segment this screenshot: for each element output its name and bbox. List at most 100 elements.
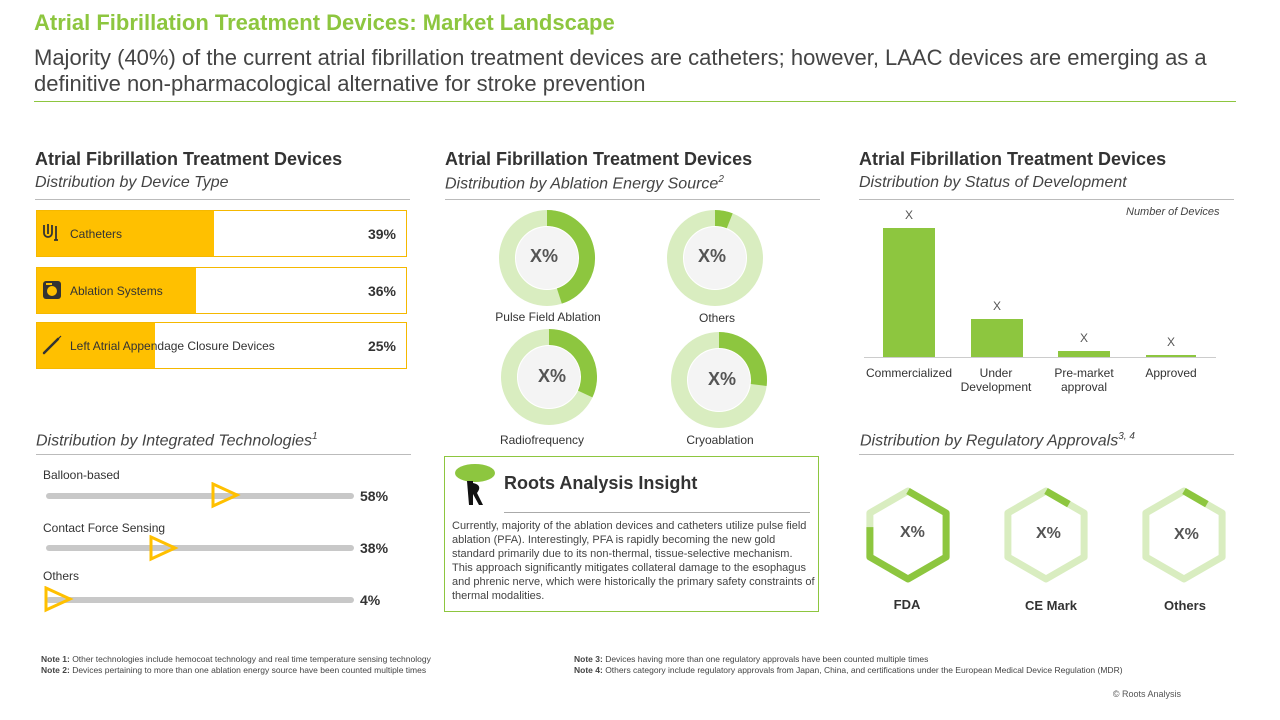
status-category-label: Under Development — [960, 366, 1032, 394]
insight-box: Roots Analysis Insight Currently, majori… — [444, 456, 819, 612]
donut-inner — [684, 227, 746, 289]
integrated-value: 58% — [360, 488, 389, 504]
copyright: © Roots Analysis — [1112, 689, 1181, 699]
device-type-label: Catheters — [70, 227, 123, 241]
regulatory-label: FDA — [893, 597, 921, 612]
regulatory-subtitle: Distribution by Regulatory Approvals3, 4 — [860, 431, 1135, 450]
insight-text: Currently, majority of the ablation devi… — [452, 520, 815, 602]
insight-title: Roots Analysis Insight — [504, 473, 698, 493]
note-3: Note 3: Devices having more than one reg… — [574, 654, 929, 664]
regulatory-label: CE Mark — [1024, 598, 1078, 613]
status-divider — [859, 199, 1234, 200]
integrated-label: Balloon-based — [43, 468, 120, 482]
device-type-bar-fill — [37, 323, 156, 368]
device-type-label: Ablation Systems — [70, 284, 163, 298]
regulatory-hexagon-center: X% — [900, 524, 925, 541]
note-2: Note 2: Devices pertaining to more than … — [41, 665, 427, 675]
page-title: Atrial Fibrillation Treatment Devices: M… — [34, 10, 615, 35]
integrated-track — [46, 597, 354, 603]
energy-donut-center: X% — [698, 246, 727, 266]
integrated-subtitle: Distribution by Integrated Technologies1 — [36, 431, 318, 450]
regulatory-hexagon-center: X% — [1036, 525, 1061, 542]
energy-donut-center: X% — [708, 369, 737, 389]
energy-source-subtitle: Distribution by Ablation Energy Source2 — [445, 174, 724, 193]
donut-inner — [516, 227, 578, 289]
integrated-divider — [36, 454, 411, 455]
status-bar-label: X — [904, 208, 913, 222]
integrated-value: 4% — [360, 592, 381, 608]
energy-donut: X% — [497, 208, 597, 308]
device-type-bar: Catheters 39% — [36, 210, 407, 257]
hexagon-track — [1142, 487, 1226, 583]
status-bar — [971, 319, 1023, 357]
energy-source-title: Atrial Fibrillation Treatment Devices — [445, 149, 753, 169]
energy-donut-chart — [501, 329, 597, 425]
device-type-value: 25% — [367, 338, 396, 354]
status-baseline — [864, 357, 1216, 358]
device-type-bar: Left Atrial Appendage Closure Devices 25… — [36, 322, 407, 369]
status-bar-label: X — [1166, 335, 1175, 349]
regulatory-hexagon: X% — [996, 482, 1096, 588]
catheter-icon — [41, 222, 63, 244]
energy-donut-label: Radiofrequency — [499, 433, 585, 447]
status-category-label: Pre-market approval — [1054, 366, 1114, 394]
regulatory-hexagon-chart — [1142, 487, 1226, 583]
status-title: Atrial Fibrillation Treatment Devices — [859, 149, 1167, 169]
regulatory-hexagon: X% — [1134, 482, 1234, 588]
donut-slice — [546, 210, 595, 304]
integrated-label: Others — [43, 569, 80, 583]
energy-donut: X% — [499, 327, 599, 427]
energy-donut: X% — [669, 330, 769, 430]
status-bar — [1146, 355, 1196, 357]
ablation-system-icon — [41, 279, 63, 301]
donut-inner — [518, 346, 580, 408]
integrated-value: 38% — [360, 540, 389, 556]
status-axis-note: Number of Devices — [1126, 206, 1220, 218]
device-type-bar-fill — [37, 268, 196, 313]
device-type-bar-fill — [37, 211, 215, 256]
status-bar-label: X — [992, 299, 1001, 314]
integrated-label: Contact Force Sensing — [43, 521, 166, 535]
regulatory-hexagon-chart — [866, 487, 950, 583]
regulatory-label: Others — [1164, 598, 1206, 613]
device-type-label: Left Atrial Appendage Closure Devices — [70, 339, 275, 353]
header-divider — [34, 101, 1236, 102]
regulatory-divider — [859, 454, 1234, 455]
device-type-value: 39% — [367, 226, 396, 242]
regulatory-hexagon-center: X% — [1174, 526, 1199, 543]
regulatory-hexagon-chart — [1004, 487, 1088, 583]
note-1: Note 1: Other technologies include hemoc… — [41, 654, 431, 664]
device-type-bar: Ablation Systems 36% — [36, 267, 407, 314]
energy-donut-label: Others — [698, 311, 735, 325]
status-bar-label: X — [1079, 331, 1088, 346]
hexagon-track — [1004, 487, 1088, 583]
integrated-marker — [211, 482, 241, 509]
energy-donut-label: Pulse Field Ablation — [495, 310, 601, 324]
energy-donut-chart — [671, 332, 767, 428]
status-category-label: Commercialized — [865, 366, 953, 380]
laac-device-icon — [41, 334, 63, 356]
device-type-subtitle: Distribution by Device Type — [35, 174, 229, 191]
insight-divider — [504, 512, 810, 513]
hexagon-fill — [866, 487, 950, 583]
roots-analysis-logo-icon — [453, 463, 497, 514]
status-subtitle: Distribution by Status of Development — [859, 174, 1127, 191]
note-4: Note 4: Others category include regulato… — [574, 665, 1123, 675]
device-type-value: 36% — [367, 283, 396, 299]
donut-slice — [714, 210, 733, 229]
page-subtitle: Majority (40%) of the current atrial fib… — [34, 45, 1207, 96]
device-type-divider — [35, 199, 410, 200]
donut-slice — [718, 332, 767, 387]
energy-donut-label: Cryoablation — [686, 433, 754, 447]
donut-slice — [548, 329, 597, 398]
integrated-track — [46, 493, 354, 499]
status-category-label: Approved — [1145, 366, 1197, 380]
energy-donut-center: X% — [530, 246, 559, 266]
status-bar — [883, 228, 935, 357]
energy-donut-center: X% — [538, 366, 567, 386]
energy-donut: X% — [665, 208, 765, 308]
status-bar-chart: X X X X — [860, 200, 1230, 400]
integrated-track — [46, 545, 354, 551]
integrated-marker — [149, 535, 179, 562]
energy-source-divider — [445, 199, 820, 200]
